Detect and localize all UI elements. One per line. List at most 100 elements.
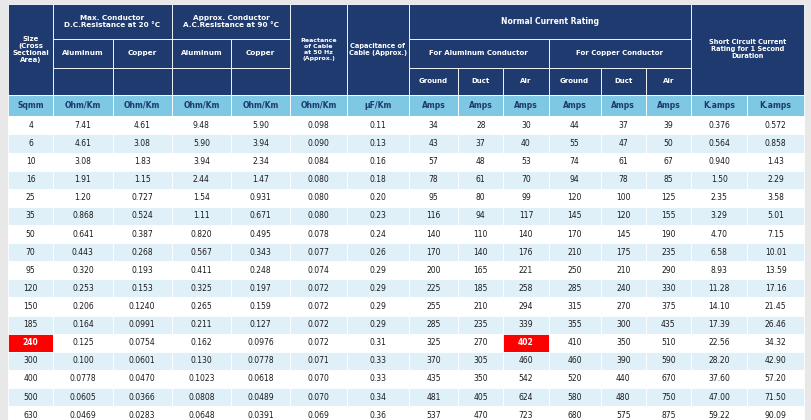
Bar xyxy=(408,388,457,406)
Text: 460: 460 xyxy=(518,356,533,365)
Bar xyxy=(600,171,645,189)
Bar xyxy=(8,352,54,370)
Bar xyxy=(290,4,346,94)
Text: 0.29: 0.29 xyxy=(369,284,386,293)
Bar xyxy=(290,333,346,352)
Text: 3.08: 3.08 xyxy=(134,139,150,148)
Text: 0.727: 0.727 xyxy=(131,193,152,202)
Text: 0.11: 0.11 xyxy=(369,121,386,130)
Bar xyxy=(503,370,547,388)
Text: 221: 221 xyxy=(518,266,532,275)
Bar xyxy=(172,134,231,152)
Bar xyxy=(408,152,457,171)
Text: 0.072: 0.072 xyxy=(307,284,329,293)
Bar xyxy=(346,315,408,333)
Bar xyxy=(547,116,600,134)
Bar xyxy=(457,152,503,171)
Bar xyxy=(457,134,503,152)
Text: 94: 94 xyxy=(569,175,579,184)
Bar xyxy=(457,370,503,388)
Bar xyxy=(54,297,113,315)
Bar xyxy=(346,116,408,134)
Bar xyxy=(547,370,600,388)
Text: 85: 85 xyxy=(663,175,672,184)
Text: 624: 624 xyxy=(518,393,533,402)
Bar xyxy=(54,4,172,39)
Bar xyxy=(408,406,457,420)
Bar xyxy=(408,352,457,370)
Bar xyxy=(600,352,645,370)
Text: 0.206: 0.206 xyxy=(72,302,93,311)
Bar xyxy=(54,116,113,134)
Bar xyxy=(172,207,231,225)
Text: Ohm/Km: Ohm/Km xyxy=(300,101,337,110)
Text: 78: 78 xyxy=(428,175,438,184)
Text: 0.125: 0.125 xyxy=(72,338,93,347)
Text: 294: 294 xyxy=(518,302,533,311)
Text: 3.08: 3.08 xyxy=(75,157,91,166)
Text: 680: 680 xyxy=(567,411,581,420)
Bar xyxy=(54,279,113,297)
Bar xyxy=(547,315,600,333)
Bar xyxy=(600,152,645,171)
Text: 140: 140 xyxy=(426,230,440,239)
Bar xyxy=(231,370,290,388)
Bar xyxy=(457,68,503,94)
Text: 750: 750 xyxy=(660,393,675,402)
Bar xyxy=(457,171,503,189)
Text: 0.072: 0.072 xyxy=(307,320,329,329)
Text: 0.495: 0.495 xyxy=(250,230,271,239)
Bar xyxy=(346,134,408,152)
Bar xyxy=(457,94,503,116)
Text: 250: 250 xyxy=(567,266,581,275)
Bar xyxy=(231,207,290,225)
Bar xyxy=(113,39,172,68)
Bar xyxy=(172,315,231,333)
Bar xyxy=(8,333,54,352)
Bar xyxy=(457,333,503,352)
Bar xyxy=(346,370,408,388)
Text: μF/Km: μF/Km xyxy=(363,101,391,110)
Text: 510: 510 xyxy=(660,338,675,347)
Bar xyxy=(54,243,113,261)
Text: 74: 74 xyxy=(569,157,579,166)
Bar xyxy=(600,406,645,420)
Text: 14.10: 14.10 xyxy=(707,302,729,311)
Text: 0.33: 0.33 xyxy=(369,356,386,365)
Bar xyxy=(231,116,290,134)
Bar xyxy=(746,94,803,116)
Text: 5.01: 5.01 xyxy=(766,211,783,220)
Text: 0.564: 0.564 xyxy=(707,139,729,148)
Text: 0.443: 0.443 xyxy=(72,248,94,257)
Text: 630: 630 xyxy=(24,411,38,420)
Text: 0.070: 0.070 xyxy=(307,393,329,402)
Text: 0.868: 0.868 xyxy=(72,211,93,220)
Text: 4.70: 4.70 xyxy=(710,230,727,239)
Text: 0.641: 0.641 xyxy=(72,230,93,239)
Text: 53: 53 xyxy=(521,157,530,166)
Bar xyxy=(8,243,54,261)
Bar xyxy=(8,388,54,406)
Bar xyxy=(503,171,547,189)
Text: 0.26: 0.26 xyxy=(369,248,386,257)
Bar xyxy=(503,261,547,279)
Bar xyxy=(645,261,690,279)
Bar xyxy=(290,171,346,189)
Bar xyxy=(746,279,803,297)
Text: 37: 37 xyxy=(618,121,628,130)
Bar xyxy=(457,261,503,279)
Text: 170: 170 xyxy=(567,230,581,239)
Bar xyxy=(54,189,113,207)
Bar xyxy=(600,243,645,261)
Bar xyxy=(503,388,547,406)
Bar xyxy=(172,279,231,297)
Text: Normal Current Rating: Normal Current Rating xyxy=(500,17,599,26)
Bar xyxy=(113,315,172,333)
Text: 70: 70 xyxy=(26,248,36,257)
Text: 350: 350 xyxy=(616,338,630,347)
Bar xyxy=(346,4,408,94)
Text: 0.090: 0.090 xyxy=(307,139,329,148)
Bar xyxy=(600,134,645,152)
Bar xyxy=(645,152,690,171)
Text: 185: 185 xyxy=(24,320,38,329)
